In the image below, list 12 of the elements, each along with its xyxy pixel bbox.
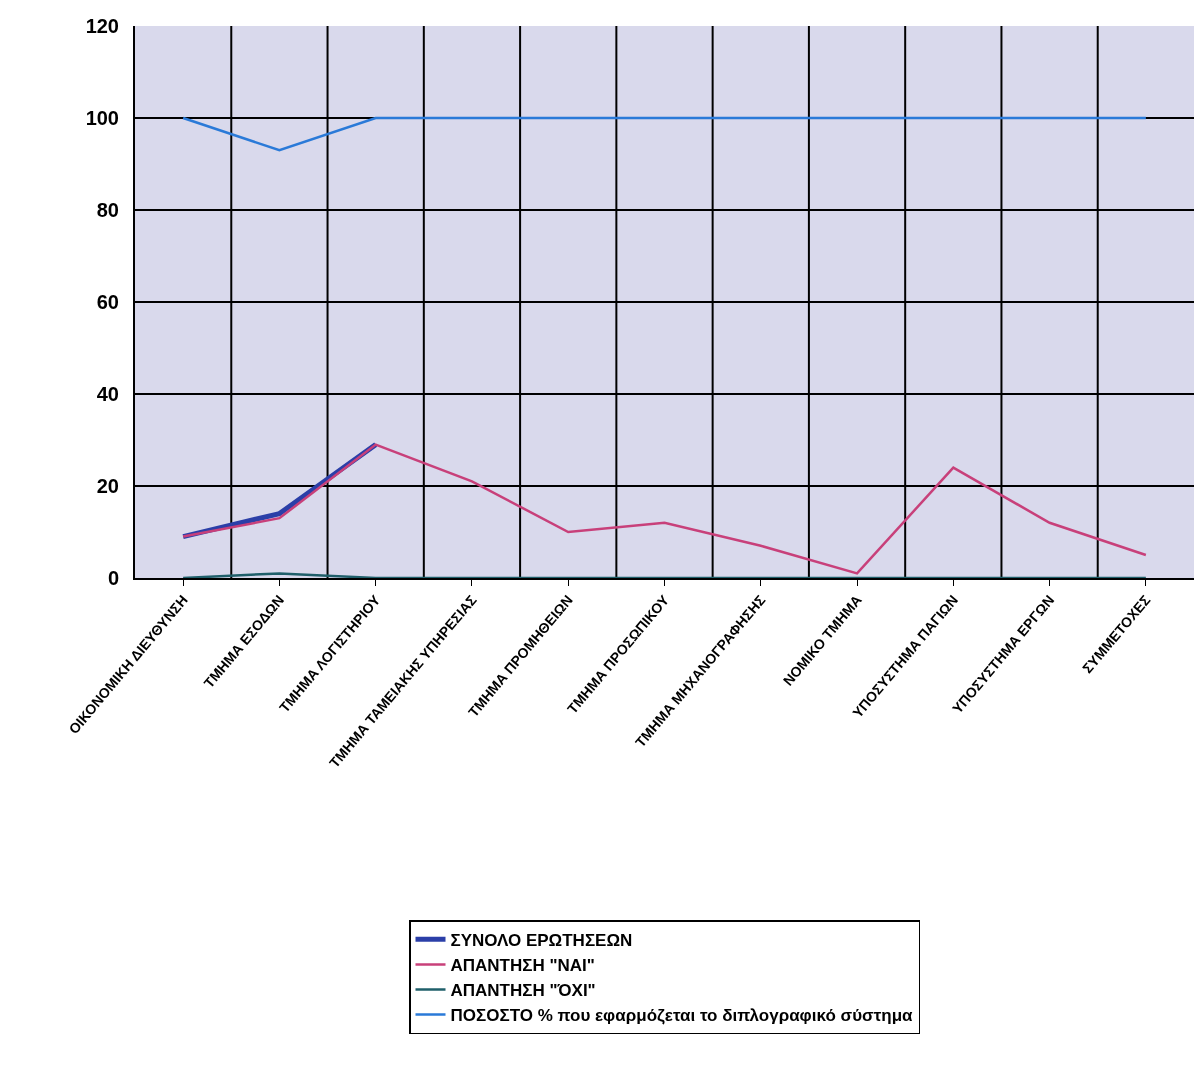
y-tick-label: 20 <box>96 475 119 497</box>
y-tick-label: 40 <box>96 383 119 405</box>
y-tick-label: 0 <box>107 567 119 589</box>
legend-label: ΠΟΣΟΣΤΟ % που εφαρμόζεται το διπλογραφικό σύστημα <box>450 1006 914 1026</box>
line-series <box>181 443 1148 575</box>
legend-label: ΣΥΝΟΛΟ ΕΡΩΤΗΣΕΩΝ <box>450 930 633 950</box>
legend-label: ΑΠΑΝΤΗΣΗ "ΌΧΙ" <box>450 981 596 1001</box>
y-tick-label: 100 <box>85 107 119 129</box>
y-tick-label: 120 <box>85 15 119 37</box>
y-tick-label: 60 <box>96 291 119 313</box>
y-tick-label: 80 <box>96 199 119 221</box>
legend-label: ΑΠΑΝΤΗΣΗ "ΝΑΙ" <box>450 956 595 976</box>
